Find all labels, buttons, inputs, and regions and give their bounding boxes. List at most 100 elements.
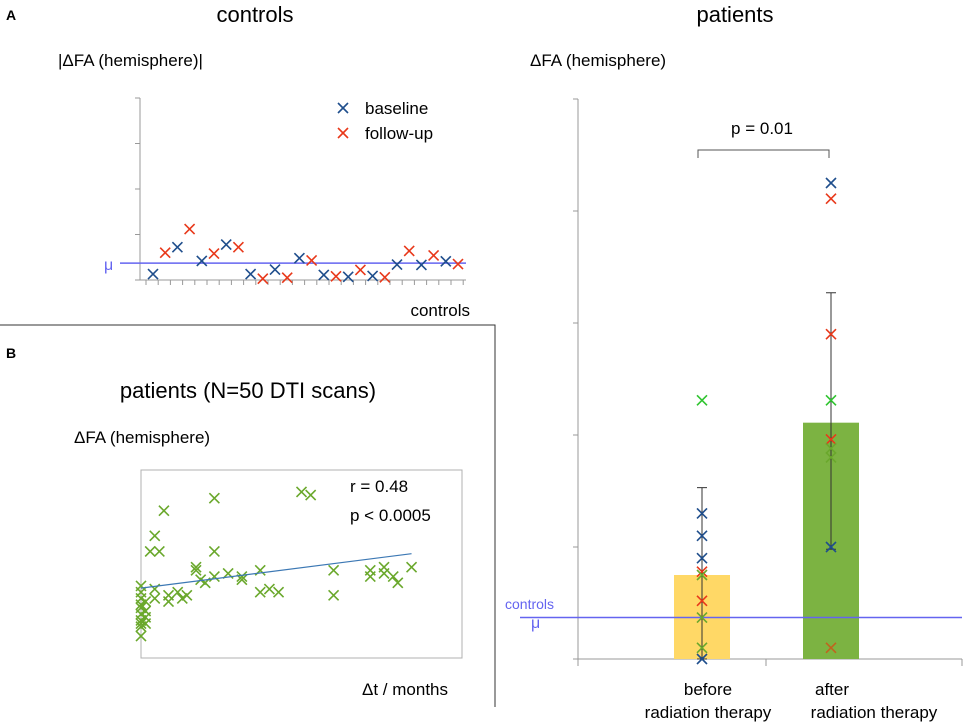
scatter-point [263,583,275,595]
legend-baseline-marker [337,102,349,114]
scatter-point [392,577,404,589]
controls-point-follow-up [452,258,464,270]
scatter-xlabel: Δt / months [362,680,448,699]
controls-ylabel: |ΔFA (hemisphere)| [58,51,203,70]
legend-followup-label: follow-up [365,124,433,143]
controls-line-label: controls [505,596,554,612]
scatter-point [149,530,161,542]
category-after-line2: radiation therapy [811,703,938,722]
patient-point-p13 [825,328,837,340]
controls-point-follow-up [306,254,318,267]
patient-point-p16a [696,595,708,607]
scatter-point [305,489,317,501]
patients-mu-label: μ [531,615,540,632]
patient-point-p12 [696,566,708,578]
controls-point-follow-up [257,273,269,285]
patient-point-p05 [825,642,837,654]
patients-bar-chart: patients ΔFA (hemisphere) p = 0.01 contr… [505,2,963,722]
scatter-point [190,561,202,573]
controls-point-baseline [440,255,452,267]
patient-point-p07 [696,611,708,624]
legend-baseline-label: baseline [365,99,428,118]
controls-point-follow-up [184,223,196,235]
controls-xlabel: controls [410,301,470,320]
scatter-point [236,570,248,583]
controls-point-baseline [391,258,403,271]
scatter-point [236,574,248,586]
controls-legend: baseline follow-up [337,99,433,143]
significance-bracket [697,149,830,158]
patients-scatter-chart: patients (N=50 DTI scans) ΔFA (hemispher… [74,378,463,699]
patient-point-p08 [825,442,837,455]
scatter-point [135,617,147,630]
scatter-fit-line [140,553,412,589]
controls-point-baseline [196,255,208,267]
panel-label-a: A [6,7,16,23]
scatter-point [140,596,152,608]
patient-point-p14 [696,642,708,654]
scatter-point [328,564,340,576]
controls-point-baseline [269,263,281,276]
scatter-point [328,589,340,601]
patient-point-p18b [825,177,837,189]
controls-point-follow-up [379,271,391,283]
category-before-line1: before [684,680,732,699]
scatter-point [273,586,285,598]
controls-title: controls [216,2,293,27]
patient-point-p09 [696,507,708,519]
patient-point-p02 [696,653,708,665]
controls-point-baseline [245,268,257,280]
scatter-point [135,630,147,642]
patient-point-p10a [696,394,708,406]
patient-point-p17a [696,569,708,581]
controls-chart: controls |ΔFA (hemisphere)| controls bas… [58,2,470,320]
patients-ylabel: ΔFA (hemisphere) [530,51,666,70]
patient-point-p04 [696,552,708,564]
patient-point-p10b [825,394,837,406]
controls-point-baseline [171,241,183,253]
scatter-point [387,570,399,583]
scatter-title: patients (N=50 DTI scans) [120,378,376,403]
patient-point-p18a [696,530,708,542]
controls-point-follow-up [159,247,171,259]
scatter-point [405,561,418,573]
scatter-annotation-p: p < 0.0005 [350,506,431,525]
significance-label: p = 0.01 [731,119,793,138]
patient-point-p03 [825,193,837,205]
scatter-point [295,486,308,498]
patients-title: patients [696,2,773,27]
patient-point-p11 [825,433,837,446]
scatter-point [181,589,193,601]
scatter-point [208,570,220,583]
scatter-point [153,545,165,558]
controls-point-follow-up [428,249,440,261]
scatter-frame [140,469,463,659]
scatter-point [162,596,175,608]
controls-point-follow-up [330,270,342,282]
legend-followup-marker [337,127,349,139]
patient-point-p17b [825,451,837,463]
panel-label-b: B [6,345,16,361]
controls-point-baseline [318,269,330,281]
scatter-annotation-r: r = 0.48 [350,477,408,496]
scatter-point [172,586,184,598]
scatter-point [158,505,170,517]
scatter-point [140,617,152,630]
scatter-point [149,592,161,605]
category-after-line1: after [815,680,849,699]
controls-point-baseline [147,268,159,280]
scatter-point [208,545,220,558]
patient-point-p01 [825,541,837,553]
controls-point-baseline [367,270,379,282]
scatter-point [378,567,390,579]
controls-point-follow-up [403,245,415,257]
scatter-point [208,492,220,504]
controls-point-follow-up [281,272,293,284]
controls-point-follow-up [354,264,366,276]
controls-point-baseline [415,259,427,271]
scatter-point [190,564,202,576]
controls-mu-label: μ [104,257,113,274]
panel-separator [0,324,496,707]
scatter-ylabel: ΔFA (hemisphere) [74,428,210,447]
